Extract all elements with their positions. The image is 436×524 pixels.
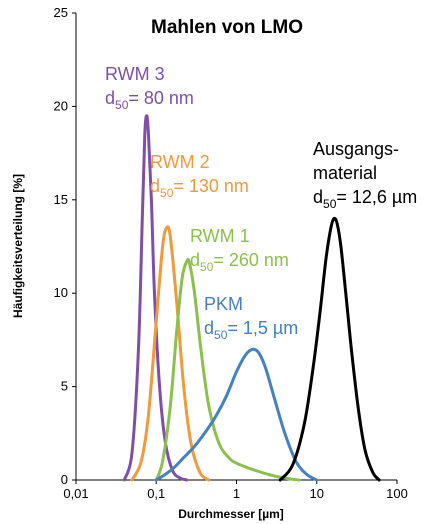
y-tick-label: 0 [61,472,68,487]
series-lines [122,114,381,482]
annotation-rwm1: RWM 1 d50= 260 nm [190,226,289,274]
annotation-rwm2: RWM 2 d50= 130 nm [150,152,249,200]
x-axis-title: Durchmesser [µm] [178,507,284,521]
y-tick-label: 10 [54,285,68,300]
annotation-pkm: PKM d50= 1,5 µm [204,294,298,342]
d50-letter: d [204,318,214,338]
y-tick-label: 5 [61,379,68,394]
series-line-ausgangsmaterial [278,216,381,482]
d50-letter: d [150,176,160,196]
annotation-d50: d50= 80 nm [105,88,194,112]
y-tick-label: 20 [54,98,68,113]
y-tick-label: 15 [54,192,68,207]
annotation-label: Ausgangs- [313,139,399,159]
annotation-label: RWM 3 [105,64,165,84]
series-line-rwm2 [130,225,211,482]
d50-subscript: 50 [160,186,174,200]
d50-value: = 260 nm [213,250,289,270]
annotation-ausgangsmaterial: Ausgangs-material d50= 12,6 µm [313,139,417,211]
annotation-label: material [313,163,377,183]
annotation-label: RWM 2 [150,152,210,172]
series-line-pkm [154,347,319,482]
y-tick-label: 25 [54,5,68,20]
d50-letter: d [190,250,200,270]
d50-letter: d [105,88,115,108]
d50-value: = 130 nm [173,176,249,196]
d50-subscript: 50 [323,197,337,211]
x-tick-label: 1 [233,486,240,501]
d50-subscript: 50 [115,98,129,112]
d50-value: = 80 nm [128,88,194,108]
y-axis-title: Häufigkeitsverteilung [%] [11,174,25,318]
annotation-label: PKM [204,294,243,314]
annotation-d50: d50= 130 nm [150,176,249,200]
x-tick-label: 100 [386,486,408,501]
series-line-rwm1 [154,257,301,482]
annotation-d50: d50= 1,5 µm [204,318,298,342]
series-line-rwm3 [122,114,189,482]
d50-subscript: 50 [214,328,228,342]
d50-letter: d [313,187,323,207]
x-tick-label: 0,1 [147,486,165,501]
d50-value: = 12,6 µm [336,187,417,207]
x-tick-label: 10 [310,486,324,501]
annotation-rwm3: RWM 3 d50= 80 nm [105,64,194,112]
annotation-d50: d50= 12,6 µm [313,187,417,211]
axes: 0 5 10 15 20 25 0,01 0,1 1 10 100 [54,5,408,501]
chart-title: Mahlen von LMO [151,17,303,38]
annotation-d50: d50= 260 nm [190,250,289,274]
d50-value: = 1,5 µm [227,318,298,338]
annotation-label: RWM 1 [190,226,250,246]
d50-subscript: 50 [200,260,214,274]
x-tick-label: 0,01 [63,486,88,501]
